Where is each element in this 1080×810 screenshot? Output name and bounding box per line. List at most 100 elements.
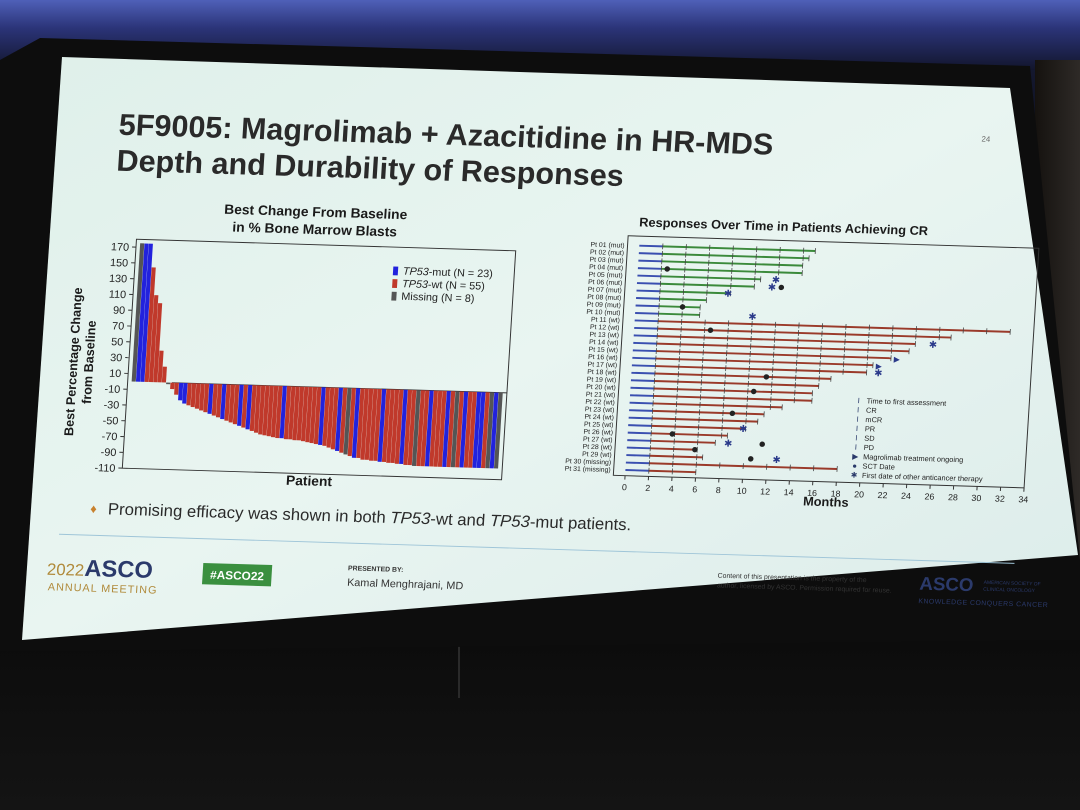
swimmer-legend-label: First date of other anticancer therapy — [862, 471, 983, 484]
swim-lane-start — [625, 461, 650, 465]
sct-marker — [763, 374, 770, 380]
bar — [416, 390, 426, 467]
ongoing-marker: ▶ — [875, 362, 883, 371]
other-therapy-marker: ✱ — [928, 340, 937, 351]
swim-lane — [659, 290, 731, 295]
swim-lane — [662, 252, 810, 260]
bar-chart-ytick-label: 130 — [109, 273, 128, 285]
bar — [442, 391, 451, 467]
legend-swatch — [392, 266, 399, 276]
bar — [368, 388, 378, 461]
bar-chart-xlabel: Patient — [286, 473, 333, 489]
bar — [420, 390, 430, 467]
swim-lane — [660, 275, 761, 281]
sct-marker — [679, 304, 686, 310]
swim-lane — [651, 432, 728, 437]
patient-label: Pt 11 (wt) — [591, 317, 620, 325]
swimmer-xtick-label: 34 — [1018, 494, 1029, 504]
swimmer-legend-label: Magrolimab treatment ongoing — [863, 452, 964, 464]
bar-chart-ytick-label: 90 — [113, 305, 126, 317]
swimmer-xtick-label: 12 — [760, 486, 771, 496]
bar — [318, 387, 326, 445]
swim-lane — [653, 387, 813, 395]
swim-lane-start — [626, 446, 651, 450]
swim-lane-start — [625, 469, 649, 472]
bar — [476, 392, 486, 469]
swim-lane — [655, 357, 873, 367]
legend-entry: TP53-wt (N = 55) — [402, 278, 485, 292]
swim-lane-start — [633, 334, 658, 338]
screen-cable — [458, 646, 460, 698]
other-therapy-marker: ✱ — [767, 283, 776, 294]
bar — [153, 303, 163, 383]
bar-chart-ytick-label: -90 — [100, 447, 116, 459]
bar — [433, 390, 443, 467]
swimmer-legend-glyph: I — [856, 415, 859, 424]
swim-lane-start — [635, 312, 659, 315]
bar — [468, 391, 477, 468]
other-therapy-marker: ✱ — [771, 275, 780, 286]
swimmer-frame — [612, 235, 1040, 489]
bar — [258, 385, 266, 435]
asco-logo: ASCO — [919, 573, 974, 595]
patient-label: Pt 20 (wt) — [586, 384, 616, 392]
swim-lane-start — [638, 259, 662, 263]
bar — [199, 383, 205, 411]
other-therapy-marker: ✱ — [724, 439, 733, 450]
swimmer-xtick-label: 8 — [715, 485, 721, 495]
bar-chart-ytick-label: 150 — [110, 257, 129, 269]
bar — [481, 392, 490, 469]
bar — [228, 384, 236, 423]
bar — [292, 386, 300, 441]
bar — [399, 389, 408, 465]
patient-label: Pt 03 (mut) — [589, 257, 624, 265]
other-therapy-marker: ✱ — [739, 424, 748, 435]
swimmer-legend-label: PD — [863, 443, 874, 452]
swimmer-xtick-label: 20 — [854, 489, 865, 499]
swim-lane — [659, 305, 701, 309]
bar-chart-title-line2: in % Bone Marrow Blasts — [232, 220, 398, 240]
bar — [356, 388, 365, 459]
swim-lane-start — [628, 424, 652, 427]
legend-swatch — [392, 279, 398, 288]
swim-lane-start — [626, 454, 650, 457]
bar — [232, 384, 240, 425]
slide-surface — [22, 57, 1078, 640]
swimmer-xtick-label: 24 — [901, 491, 912, 501]
patient-label: Pt 23 (wt) — [585, 406, 615, 414]
bar — [178, 382, 184, 401]
swim-lane-start — [629, 409, 653, 412]
swim-lane — [657, 327, 952, 339]
bar — [373, 388, 382, 461]
bar — [386, 389, 395, 463]
swim-lane-start — [637, 267, 662, 270]
swim-lane-start — [633, 341, 657, 345]
swim-lane-start — [627, 431, 652, 435]
swimmer-legend-label: CR — [866, 406, 877, 415]
bar-chart-ytick-label: 110 — [108, 289, 126, 301]
swimmer-xtick-label: 14 — [783, 487, 794, 497]
sct-marker — [759, 441, 765, 447]
bar — [135, 243, 149, 382]
swimmer-xtick-label: 16 — [807, 488, 818, 498]
bar — [194, 383, 201, 409]
disclaimer-line1: Content of this presentation is the prop… — [717, 573, 867, 584]
bar — [215, 384, 223, 418]
swimmer-xtick-label: 2 — [645, 483, 651, 493]
bar — [407, 389, 417, 466]
hashtag-badge — [201, 562, 273, 587]
bar — [144, 267, 156, 382]
bar — [489, 392, 499, 469]
sct-marker — [750, 388, 757, 395]
patient-label: Pt 10 (mut) — [586, 309, 621, 317]
patient-label: Pt 06 (mut) — [588, 279, 623, 287]
patient-label: Pt 04 (mut) — [589, 264, 624, 272]
swimmer-legend-label: SD — [864, 434, 875, 443]
swimmer-xtick-label: 4 — [669, 484, 675, 494]
bar — [288, 386, 296, 440]
other-therapy-marker: ✱ — [748, 312, 757, 323]
bar — [170, 382, 175, 390]
swimmer-legend-label: mCR — [865, 415, 882, 424]
swim-lane — [652, 402, 783, 409]
